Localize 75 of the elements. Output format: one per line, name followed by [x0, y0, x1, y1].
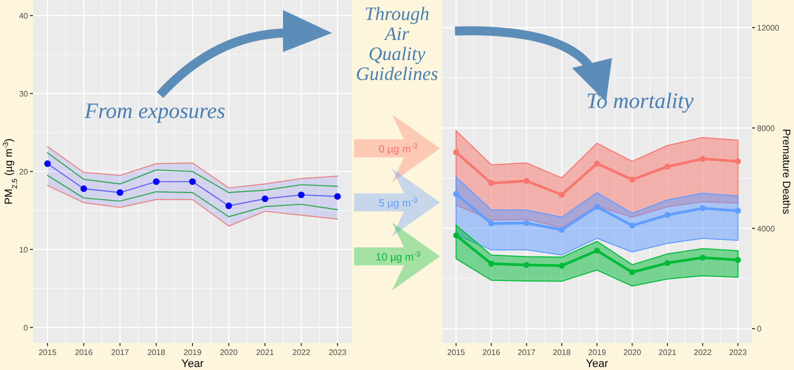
- y-tick-label: 10: [19, 245, 29, 254]
- point: [734, 256, 741, 263]
- point: [80, 185, 88, 192]
- line-series: [46, 174, 338, 218]
- point: [453, 149, 460, 156]
- point: [734, 208, 741, 214]
- x-tick-label: 2023: [328, 348, 347, 357]
- point: [664, 164, 670, 170]
- y2-axis-title: Premature Deaths: [780, 128, 792, 214]
- y-tick-label: 20: [19, 168, 29, 176]
- point: [558, 226, 565, 233]
- x-tick-label: 2023: [729, 348, 748, 357]
- point: [594, 160, 600, 167]
- point: [594, 204, 600, 210]
- x-tick-label: 2020: [220, 348, 238, 357]
- x-tick-label: 2022: [292, 348, 311, 357]
- line-series: [46, 146, 338, 188]
- point: [189, 178, 196, 185]
- x-tick-label: 2018: [147, 348, 166, 357]
- x-tick-label: 2020: [623, 348, 642, 357]
- point: [453, 232, 460, 238]
- x-tick-label: 2019: [184, 348, 202, 357]
- point: [116, 189, 124, 196]
- y2-tick-label: 0: [757, 324, 762, 334]
- x-tick-label: 2017: [111, 348, 130, 357]
- text: 0 µg m$^{-3}$: [378, 140, 418, 156]
- x-tick-label: 2021: [658, 348, 677, 357]
- x-tick-label: 2022: [694, 348, 712, 357]
- x-tick-label: 2016: [482, 348, 501, 357]
- point: [453, 190, 460, 197]
- point: [225, 202, 232, 210]
- point: [488, 220, 494, 227]
- y-tick-label: 40: [19, 12, 29, 21]
- text: 5 µg m$^{-3}$: [378, 194, 418, 210]
- point: [700, 205, 706, 212]
- x-tick-label: 2016: [74, 348, 94, 357]
- y2-tick-label: 8000: [757, 124, 776, 133]
- x-tick-label: 2017: [518, 348, 536, 357]
- point: [558, 262, 565, 269]
- y2-tick-label: 4000: [757, 224, 776, 234]
- point: [594, 248, 600, 254]
- point: [298, 192, 305, 198]
- point: [524, 262, 530, 268]
- text: 10 µg m$^{-3}$: [376, 248, 420, 264]
- x-tick-label: 2015: [447, 348, 466, 357]
- point: [558, 192, 565, 198]
- annotation: From exposures: [84, 98, 226, 123]
- x-tick-label: 2019: [588, 348, 606, 357]
- line-series: [46, 184, 338, 227]
- point: [664, 212, 670, 218]
- x-tick-label: 2021: [256, 348, 274, 357]
- text: Through Air Quality Guidelines: [356, 4, 438, 85]
- point: [524, 220, 530, 226]
- x-axis-title: Year: [586, 358, 608, 370]
- y2-tick-label: 12000: [757, 24, 780, 33]
- line-series: [46, 152, 338, 194]
- point: [700, 254, 706, 261]
- point: [488, 260, 494, 267]
- x-tick-label: 2018: [552, 348, 572, 357]
- point: [629, 176, 636, 183]
- point: [629, 222, 636, 229]
- point: [664, 260, 670, 266]
- point: [629, 269, 636, 276]
- x-axis-title: Year: [181, 358, 204, 370]
- x-tick-label: 2015: [38, 348, 57, 357]
- point: [334, 193, 341, 200]
- point: [488, 180, 494, 186]
- point: [262, 195, 268, 202]
- point: [700, 156, 706, 162]
- point: [524, 178, 530, 184]
- y-tick-label: 0: [24, 323, 29, 332]
- point: [152, 178, 160, 185]
- point: [44, 160, 51, 168]
- point: [734, 158, 741, 164]
- y-tick-label: 30: [19, 90, 29, 99]
